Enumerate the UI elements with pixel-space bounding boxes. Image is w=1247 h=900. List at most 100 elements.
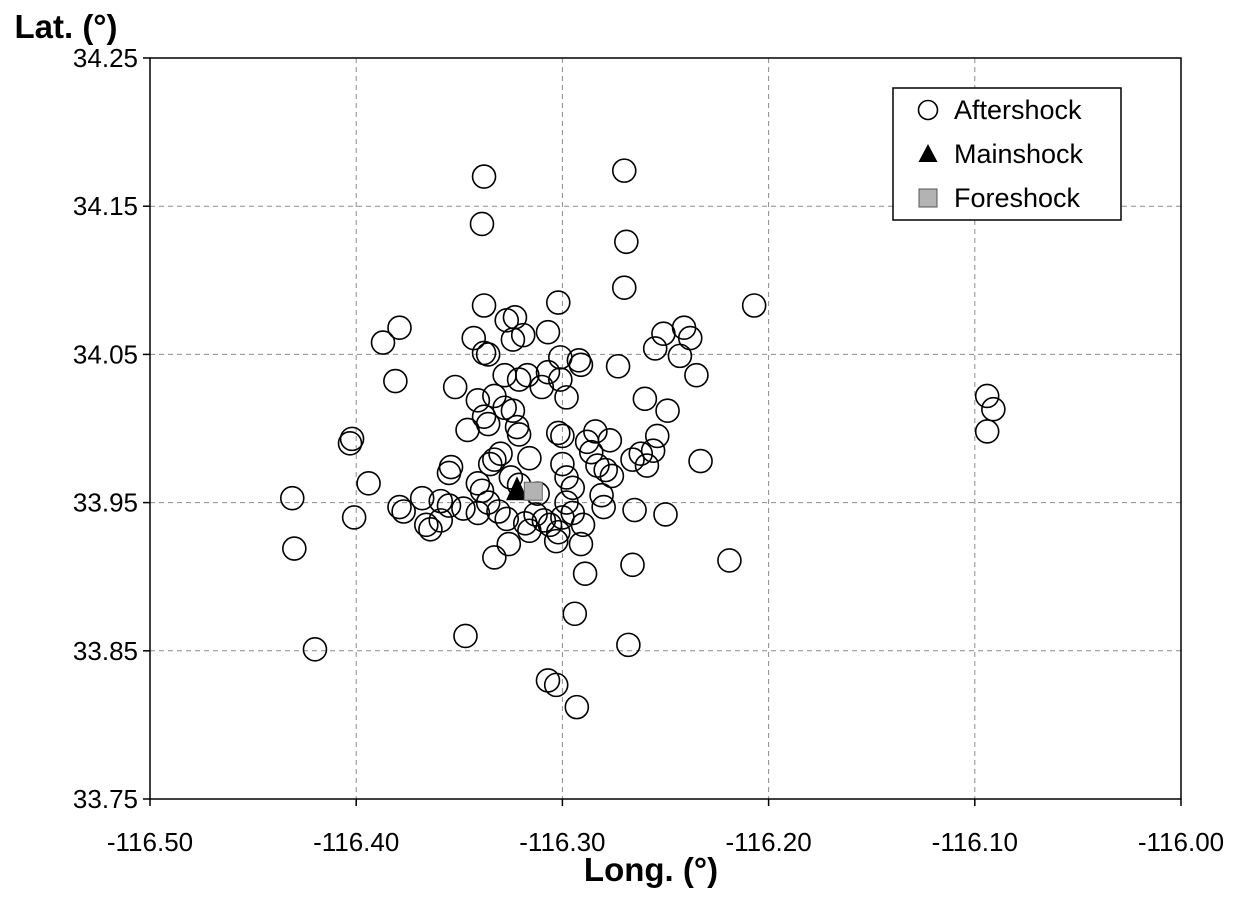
aftershock-point [461,325,487,351]
aftershock-point [279,485,305,511]
y-axis-title: Lat. (°) [14,8,117,45]
aftershock-point [477,451,503,477]
aftershock-point [486,499,511,524]
aftershock-point [469,211,495,237]
x-tick-label: -116.20 [725,827,811,857]
aftershock-point [471,293,497,318]
aftershock-point [974,383,1000,409]
aftershock-point [564,694,590,720]
aftershock-point [482,447,507,472]
x-tick-label: -116.30 [519,827,605,857]
aftershock-point [436,460,462,486]
aftershock-point [302,637,328,662]
x-axis-title: Long. (°) [584,851,718,888]
aftershock-point [545,519,571,545]
aftershock-point [356,471,381,496]
aftershock-point [465,471,491,496]
aftershock-point [535,359,561,385]
aftershock-point [640,438,666,464]
aftershock-point [506,367,532,392]
aftershock-point [488,441,513,466]
aftershock-point [455,417,480,443]
aftershock-point [545,420,571,446]
legend-foreshock-marker [918,188,938,208]
aftershock-point [451,496,476,521]
aftershock-point [634,453,660,478]
aftershock-point [418,516,443,542]
aftershock-point [684,362,709,388]
aftershock-point [616,632,641,658]
aftershock-point [570,512,596,538]
aftershock-point [515,362,540,388]
aftershock-point [475,490,501,515]
aftershock-point [465,388,491,413]
aftershock-point [667,343,693,369]
aftershock-point [370,330,396,355]
aftershock-point [591,494,616,520]
legend-mainshock-marker [918,144,938,162]
aftershock-point [391,499,416,524]
aftershock-point [653,502,678,527]
aftershock-point [383,368,408,394]
aftershock-point [500,327,526,352]
x-tick-label: -116.00 [1138,827,1224,857]
aftershock-point [500,398,526,424]
legend-foreshock-label: Foreshock [954,183,1081,213]
data-points [279,158,1006,720]
aftershock-point [387,494,412,520]
axis-ticks: -116.50 -116.40 -116.30 -116.20 -116.10 -116.… [73,43,1224,857]
aftershock-point [494,308,520,333]
aftershock-point [506,422,532,447]
plot-area-frame [149,57,1182,800]
aftershock-point [512,511,538,536]
aftershock-point [717,548,742,573]
legend-aftershock-marker [917,99,939,121]
aftershock-point [651,321,676,346]
aftershock-point [496,531,522,557]
aftershock-point [498,465,524,490]
aftershock-point [471,404,497,429]
aftershock-point [337,431,363,456]
aftershock-point [599,463,625,489]
aftershock-point [465,500,491,526]
x-tick-label: -116.10 [932,827,1018,857]
aftershock-point [471,164,497,189]
aftershock-point [492,362,517,388]
aftershock-point [628,441,654,466]
aftershock-point [517,445,542,471]
aftershock-point [578,439,604,465]
y-tick-label: 34.25 [73,43,138,73]
aftershock-point [622,497,647,523]
aftershock-point [605,353,631,379]
aftershock-point [543,672,569,698]
aftershock-point [981,396,1006,422]
aftershock-point [741,293,767,318]
legend-mainshock-label: Mainshock [954,139,1084,169]
x-tick-label: -116.40 [313,827,399,857]
aftershock-point [535,319,561,345]
aftershock-point [566,348,592,373]
aftershock-point [614,229,639,255]
aftershock-point [339,426,365,452]
aftershock-point [655,398,680,424]
aftershock-point [560,475,586,501]
aftershock-point [568,352,594,378]
aftershock-point [611,275,637,301]
aftershock-point [554,385,579,410]
aftershock-point [428,508,454,533]
aftershock-point [535,668,561,693]
legend-aftershock-label: Aftershock [954,95,1082,125]
aftershock-point [593,457,619,483]
aftershock-point [620,552,645,578]
y-tick-label: 34.15 [73,191,138,221]
aftershock-point [510,322,536,348]
aftershock-point [529,374,555,400]
aftershock-point [550,451,575,477]
y-tick-label: 33.85 [73,636,138,666]
legend: Aftershock Mainshock Foreshock [892,87,1122,221]
aftershock-point [597,428,623,453]
aftershock-point [537,512,563,538]
aftershock-point [504,414,530,440]
aftershock-point [453,623,478,649]
aftershock-point [341,505,367,530]
